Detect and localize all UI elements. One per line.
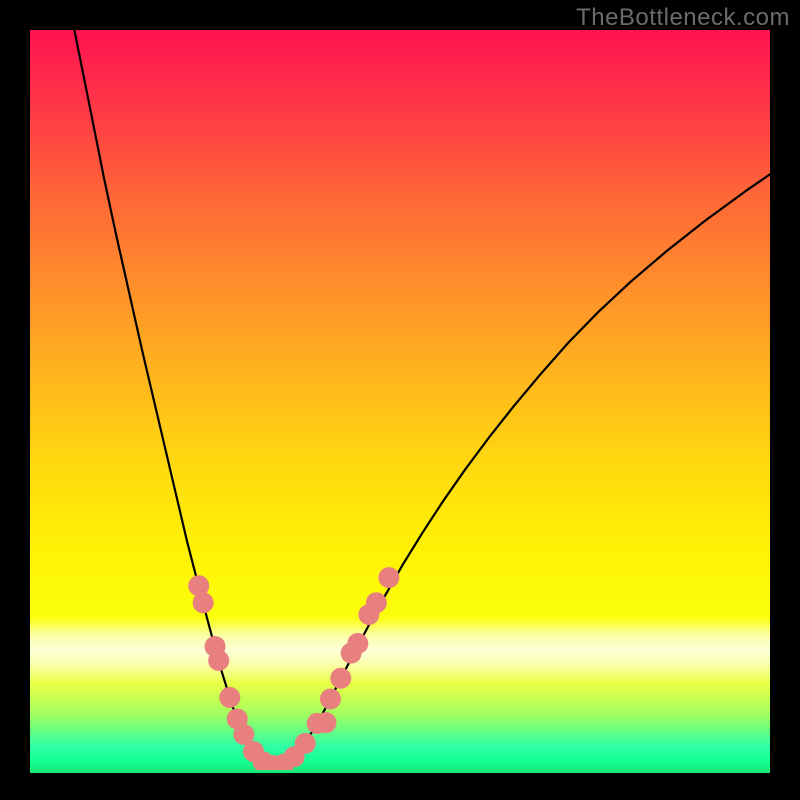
- curve-marker: [295, 733, 316, 754]
- curve-marker: [320, 688, 341, 709]
- curve-marker: [208, 650, 229, 671]
- curve-marker: [330, 668, 351, 689]
- chart-overlay: [30, 30, 770, 770]
- curve-marker: [219, 687, 240, 708]
- curve-marker: [366, 592, 387, 613]
- chart-frame: TheBottleneck.com: [0, 0, 800, 800]
- bottleneck-curve: [74, 30, 770, 766]
- plot-area: [30, 30, 770, 770]
- curve-marker: [316, 712, 337, 733]
- curve-marker: [347, 633, 368, 654]
- curve-marker: [378, 567, 399, 588]
- watermark-text: TheBottleneck.com: [576, 4, 790, 32]
- curve-marker: [193, 592, 214, 613]
